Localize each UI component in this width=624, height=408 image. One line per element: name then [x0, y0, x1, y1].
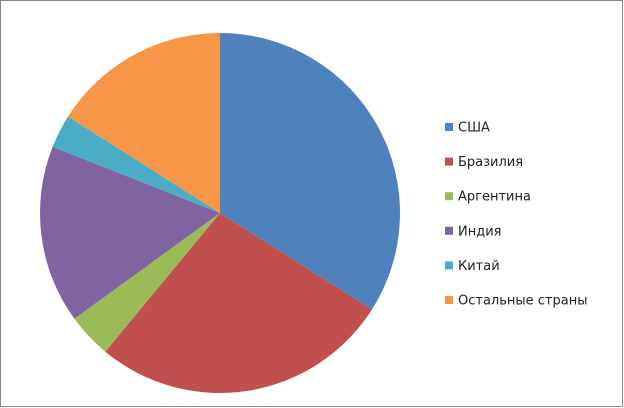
pie-slice	[68, 33, 221, 213]
legend-label: Бразилия	[458, 155, 523, 170]
legend-label: Аргентина	[458, 190, 531, 205]
legend-swatch	[445, 261, 453, 270]
pie-slice	[52, 116, 221, 213]
legend-swatch	[445, 296, 453, 304]
legend-swatch	[445, 157, 453, 166]
pie-slice	[40, 146, 220, 319]
legend-swatch	[445, 226, 453, 235]
legend-swatch	[445, 192, 453, 201]
legend-label: Остальные страны	[458, 294, 588, 309]
pie-slice	[74, 213, 220, 352]
legend-label: Китай	[458, 259, 500, 274]
pie-slice	[220, 33, 401, 310]
legend-label: Индия	[458, 224, 501, 239]
pie-slice	[105, 213, 372, 394]
legend-label: США	[458, 121, 490, 136]
legend-swatch	[445, 123, 453, 131]
